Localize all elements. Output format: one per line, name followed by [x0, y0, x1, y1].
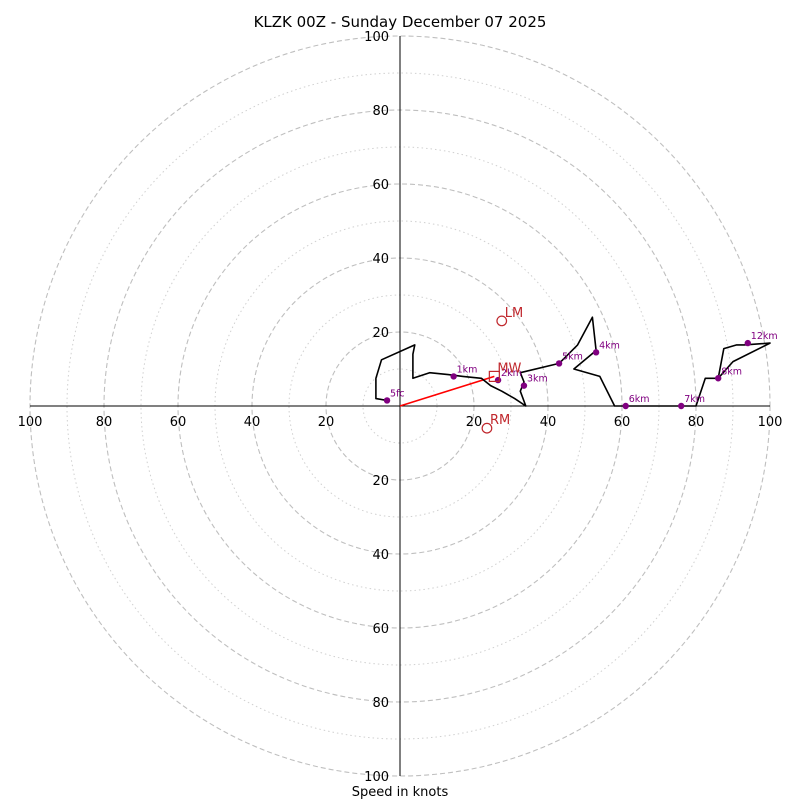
- height-dot-7km: [678, 402, 685, 410]
- tick-down-40: 40: [372, 548, 389, 563]
- height-dot-6km: [622, 402, 629, 410]
- height-label-1km: 1km: [457, 364, 478, 375]
- motion-label-MW: MW: [497, 361, 521, 376]
- height-dot-5km: [555, 360, 563, 367]
- tick-right-80: 80: [688, 415, 705, 430]
- tick-right-20: 20: [466, 415, 483, 430]
- motion-marker-RM: [481, 422, 493, 434]
- tick-up-100: 100: [364, 30, 389, 45]
- tick-up-20: 20: [372, 326, 389, 341]
- height-dot-3km: [520, 382, 528, 389]
- tick-down-20: 20: [372, 474, 389, 489]
- height-dot-12km: [744, 339, 751, 347]
- height-dot-8km: [715, 375, 722, 382]
- height-label-5km: 5km: [562, 351, 583, 362]
- height-markers: 5fc 1km 2km 3km 5km 4km 6km 7km 8km 12km: [383, 331, 778, 410]
- height-label-6km: 6km: [629, 394, 650, 405]
- tick-right-100: 100: [758, 415, 783, 430]
- tick-right-40: 40: [540, 415, 557, 430]
- height-label-3km: 3km: [527, 374, 548, 385]
- height-label-7km: 7km: [684, 394, 705, 405]
- motion-label-RM: RM: [490, 413, 510, 428]
- motion-label-LM: LM: [505, 306, 523, 321]
- profile-line: [375, 316, 771, 407]
- chart-title: KLZK 00Z - Sunday December 07 2025: [254, 13, 547, 31]
- height-dot-4km: [592, 349, 600, 356]
- tick-up-60: 60: [372, 178, 389, 193]
- height-label-2km: 2km: [501, 368, 522, 379]
- tick-left-100: 100: [18, 415, 43, 430]
- height-label-12km: 12km: [751, 331, 778, 342]
- tick-down-100: 100: [364, 770, 389, 785]
- shear-vector: [399, 375, 495, 407]
- storm-motions: LM MW RM: [481, 306, 523, 434]
- tick-down-80: 80: [372, 696, 389, 711]
- tick-left-20: 20: [318, 415, 335, 430]
- tick-left-80: 80: [96, 415, 113, 430]
- x-axis-label: Speed in knots: [352, 785, 449, 800]
- height-label-4km: 4km: [599, 340, 620, 351]
- height-label-8km: 8km: [721, 366, 742, 377]
- tick-labels: 100 80 60 40 20 20 40 60 80 100 20 40 60 80 100 20 40 60 8…: [18, 30, 783, 785]
- height-dot-1km: [450, 373, 457, 380]
- motion-marker-MW: [488, 370, 500, 382]
- tick-left-40: 40: [244, 415, 261, 430]
- motion-marker-LM: [496, 315, 508, 327]
- tick-left-60: 60: [170, 415, 187, 430]
- height-label-5fc: 5fc: [390, 388, 405, 399]
- height-dot-5fc: [383, 397, 391, 404]
- shear-vector-line: [399, 375, 495, 407]
- tick-down-60: 60: [372, 622, 389, 637]
- tick-right-60: 60: [614, 415, 631, 430]
- hodograph-profile: [375, 316, 771, 407]
- tick-up-80: 80: [372, 104, 389, 119]
- tick-up-40: 40: [372, 252, 389, 267]
